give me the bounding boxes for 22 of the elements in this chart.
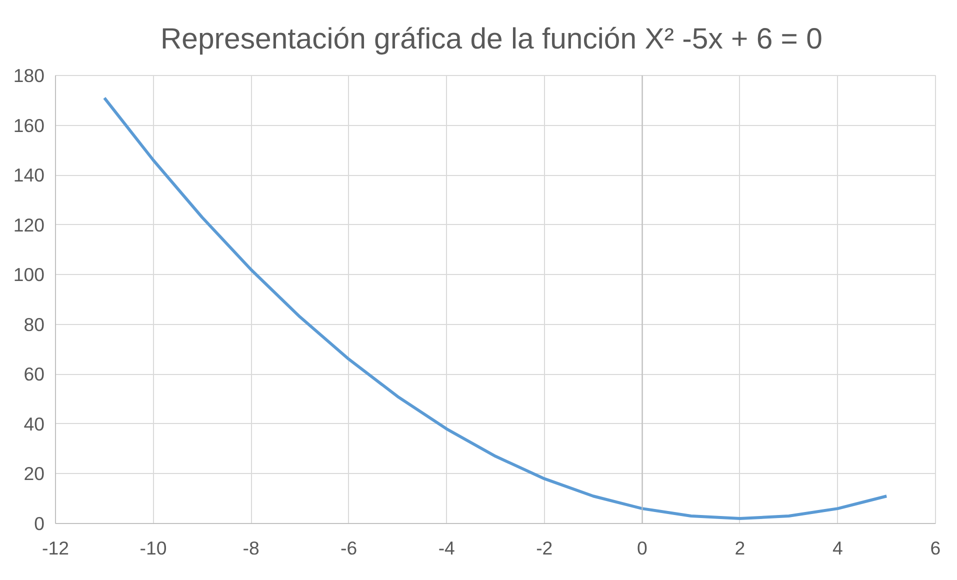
y-tick-label: 0 [34, 513, 45, 534]
x-tick-label: 4 [832, 538, 843, 558]
y-tick-label: 100 [13, 264, 45, 286]
y-tick-label: 140 [13, 164, 45, 186]
y-tick-label: 40 [24, 413, 45, 434]
y-tick-label: 180 [13, 65, 45, 86]
x-tick-label: -6 [340, 538, 358, 558]
x-tick-label: 6 [930, 538, 941, 558]
y-tick-label: 20 [24, 463, 45, 484]
x-tick-label: -2 [536, 538, 553, 558]
y-tick-label: 60 [24, 364, 45, 385]
y-tick-label: 160 [13, 114, 45, 136]
x-tick-label: 2 [734, 538, 746, 558]
y-tick-label: 80 [24, 314, 45, 335]
chart-title: Representación gráfica de la función X² -5x + 6 = 0 [160, 22, 822, 56]
x-tick-label: -10 [140, 538, 167, 558]
x-tick-label: -4 [438, 538, 455, 558]
line-series [102, 96, 888, 520]
y-tick-label: 120 [13, 214, 45, 236]
x-tick-label: -8 [242, 538, 260, 558]
x-tick-label: 0 [636, 538, 648, 558]
x-tick-label: -12 [42, 538, 69, 558]
